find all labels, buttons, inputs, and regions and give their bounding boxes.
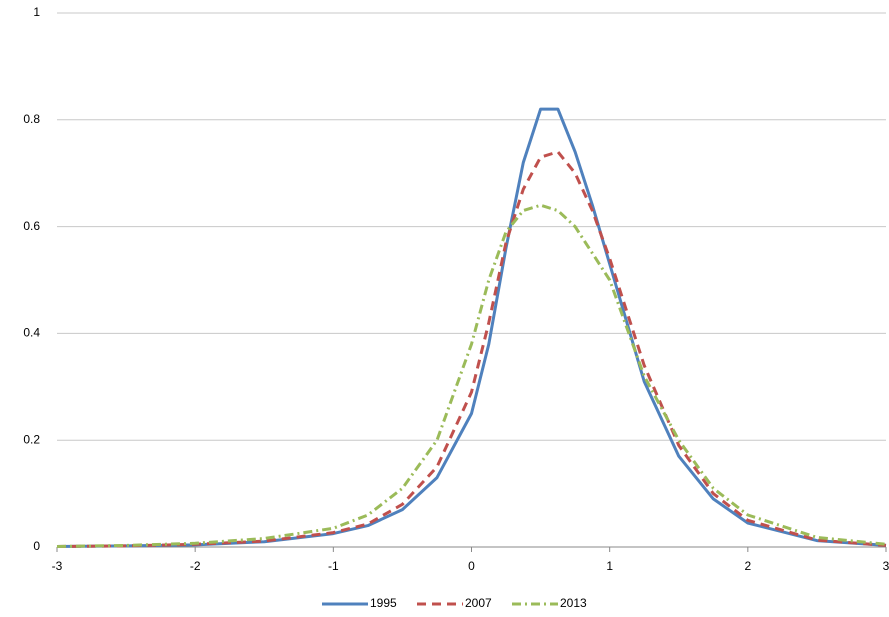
legend-label: 2007 (465, 596, 492, 610)
x-tick-label: -2 (190, 559, 201, 573)
y-tick-label: 0.6 (23, 219, 40, 233)
y-tick-label: 1 (33, 5, 40, 19)
x-tick-label: 2 (744, 559, 751, 573)
legend-label: 1995 (370, 596, 397, 610)
y-tick-label: 0.4 (23, 326, 40, 340)
y-tick-label: 0 (33, 539, 40, 553)
legend-label: 2013 (560, 596, 587, 610)
y-tick-label: 0.8 (23, 112, 40, 126)
x-tick-label: 0 (468, 559, 475, 573)
x-tick-label: -1 (328, 559, 339, 573)
y-tick-label: 0.2 (23, 432, 40, 446)
series-line (56, 107, 887, 548)
x-tick-label: -3 (52, 559, 63, 573)
series-line (56, 203, 887, 548)
x-tick-label: 1 (606, 559, 613, 573)
series-line (56, 150, 887, 548)
x-tick-label: 3 (883, 559, 889, 573)
